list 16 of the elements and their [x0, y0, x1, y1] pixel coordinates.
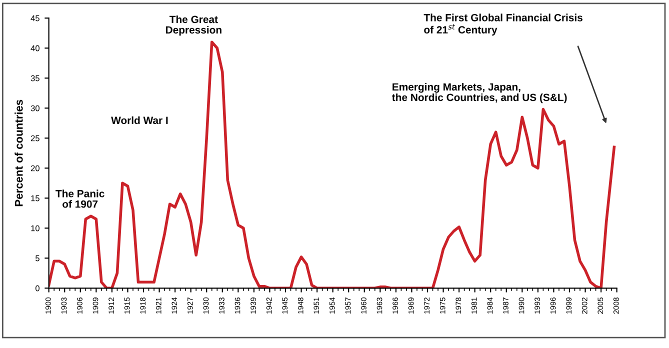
- y-tick-label: 25: [30, 135, 40, 142]
- annotation: The Great Depression: [166, 15, 222, 36]
- annotation: World War I: [111, 116, 168, 124]
- y-tick-label: 0: [36, 285, 40, 292]
- annotation: The First Global Financial Crisis of 21$^{st}$ Century: [424, 14, 582, 36]
- y-tick-label: 30: [30, 105, 40, 112]
- y-tick-label: 20: [30, 165, 40, 172]
- y-tick-label: 35: [30, 75, 40, 82]
- y-tick-label: 15: [31, 195, 40, 202]
- annotation: Emerging Markets, Japan, the Nordic Countries, and US (S&L): [392, 82, 567, 104]
- y-tick-label: 40: [30, 45, 40, 52]
- annotation: The Panic of 1907: [56, 190, 104, 208]
- y-tick-label: 45: [30, 15, 40, 22]
- y-axis-title: Percent of countries: [14, 100, 23, 206]
- y-tick-label: 10: [31, 225, 40, 232]
- y-tick-label: 5: [36, 255, 40, 262]
